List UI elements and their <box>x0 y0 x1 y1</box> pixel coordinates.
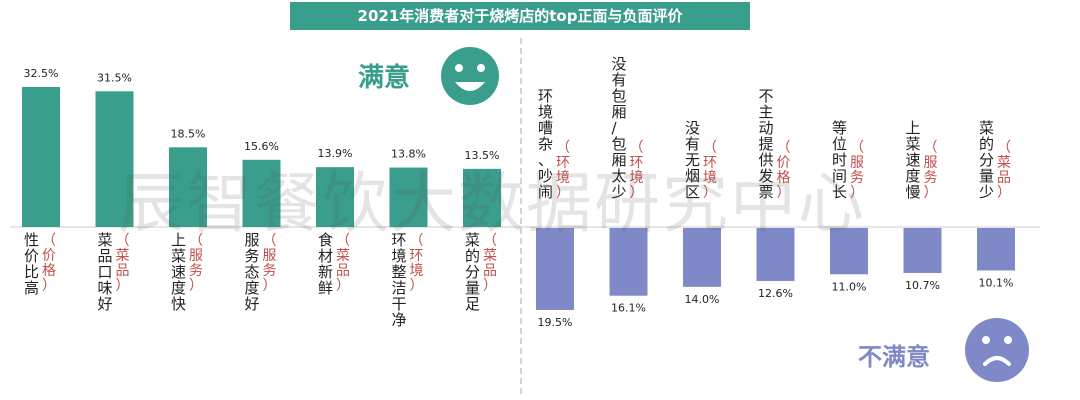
negative-bar <box>903 228 942 273</box>
positive-bar-value-label: 32.5% <box>24 67 59 80</box>
positive-bar <box>169 147 207 227</box>
negative-bar <box>977 228 1015 271</box>
negative-category-label: 没有无烟区 <box>685 119 700 201</box>
positive-bar <box>22 87 60 227</box>
negative-bar-value-label: 11.0% <box>832 280 867 293</box>
positive-category-label: 食材新鲜 <box>318 231 333 297</box>
negative-category-tag: （服务） <box>924 140 938 201</box>
positive-category-tag: （服务） <box>189 233 203 294</box>
frowning-face-icon <box>965 318 1029 382</box>
negative-bar <box>609 228 648 296</box>
positive-bar-value-label: 31.5% <box>97 71 132 84</box>
positive-category-tag: （环境） <box>410 233 424 294</box>
positive-bar-value-label: 13.9% <box>318 147 353 160</box>
negative-category-label: 不主动提供发票 <box>759 87 774 201</box>
negative-category-tag: （菜品） <box>997 140 1011 201</box>
positive-category-tag: （服务） <box>263 233 277 294</box>
smiley-face-icon <box>441 47 499 105</box>
negative-bar-value-label: 12.6% <box>758 287 793 300</box>
positive-bars: 32.5%性价比高（价格）31.5%菜品口味好（菜品）18.5%上菜速度快（服务… <box>22 67 501 329</box>
negative-bar <box>683 228 721 287</box>
negative-bar-value-label: 16.1% <box>611 302 646 315</box>
positive-category-label: 服务态度好 <box>245 231 260 313</box>
positive-bar <box>242 159 281 227</box>
positive-category-tag: （价格） <box>42 233 56 294</box>
negative-category-tag: （环境） <box>703 140 717 201</box>
positive-category-label: 性价比高 <box>24 231 39 297</box>
negative-category-tag: （价格） <box>777 140 791 201</box>
negative-category-label: 没有包厢/包厢太少 <box>612 55 627 201</box>
negative-bar-value-label: 10.1% <box>979 276 1014 289</box>
negative-bar-value-label: 10.7% <box>905 279 940 292</box>
positive-category-label: 环境整洁干净 <box>392 231 407 329</box>
positive-category-tag: （菜品） <box>116 233 130 294</box>
positive-bar <box>95 91 134 227</box>
positive-bar-value-label: 13.8% <box>391 148 426 161</box>
positive-bar <box>463 168 501 227</box>
negative-category-label: 等位时间长 <box>832 119 847 201</box>
negative-bar <box>536 228 574 310</box>
positive-category-tag: （菜品） <box>336 233 350 294</box>
positive-bar-value-label: 18.5% <box>171 127 206 140</box>
negative-category-label: 环境嘈杂、吵闹 <box>538 87 553 201</box>
negative-category-label: 上菜速度慢 <box>906 119 921 201</box>
satisfied-label: 满意 <box>358 63 411 93</box>
chart-title: 2021年消费者对于烧烤店的top正面与负面评价 <box>290 2 750 30</box>
negative-category-tag: （服务） <box>850 140 864 201</box>
positive-category-label: 菜品口味好 <box>98 231 113 313</box>
unsatisfied-label: 不满意 <box>858 343 930 371</box>
positive-bar <box>389 167 428 227</box>
negative-bars: 19.5%环境嘈杂、吵闹（环境）16.1%没有包厢/包厢太少（环境）14.0%没… <box>536 55 1015 329</box>
negative-category-tag: （环境） <box>556 140 570 201</box>
negative-bar <box>830 228 868 275</box>
negative-category-label: 菜的分量少 <box>979 119 994 201</box>
negative-bar <box>756 228 795 281</box>
negative-bar-value-label: 19.5% <box>538 316 573 329</box>
positive-category-label: 菜的分量足 <box>465 231 480 313</box>
negative-bar-value-label: 14.0% <box>685 293 720 306</box>
positive-category-tag: （菜品） <box>483 233 497 294</box>
positive-category-label: 上菜速度快 <box>171 231 186 313</box>
positive-bar <box>316 167 354 227</box>
positive-bar-value-label: 15.6% <box>244 140 279 153</box>
negative-category-tag: （环境） <box>630 140 644 201</box>
positive-bar-value-label: 13.5% <box>465 149 500 162</box>
